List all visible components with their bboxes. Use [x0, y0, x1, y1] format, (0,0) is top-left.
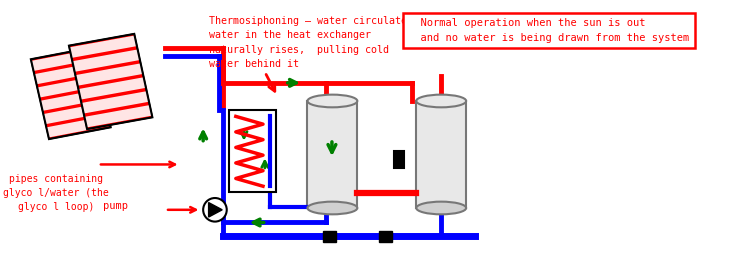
Text: Normal operation when the sun is out
  and no water is being drawn from the syst: Normal operation when the sun is out and… — [408, 18, 690, 43]
Bar — [416, 101, 466, 208]
Ellipse shape — [308, 95, 357, 107]
Text: Thermosiphoning – water circulates in this loop because heated
water in the heat: Thermosiphoning – water circulates in th… — [208, 16, 580, 69]
Ellipse shape — [416, 95, 466, 107]
Polygon shape — [34, 62, 98, 84]
Circle shape — [203, 198, 227, 222]
Polygon shape — [31, 49, 95, 71]
Ellipse shape — [308, 202, 357, 214]
Text: pump: pump — [104, 201, 128, 211]
Bar — [394, 151, 404, 168]
Polygon shape — [79, 77, 146, 100]
Polygon shape — [47, 116, 110, 138]
Ellipse shape — [416, 202, 466, 214]
Polygon shape — [75, 63, 143, 86]
Polygon shape — [72, 49, 140, 72]
Polygon shape — [43, 102, 107, 124]
Polygon shape — [82, 91, 149, 114]
Polygon shape — [69, 34, 152, 129]
Bar — [308, 101, 357, 208]
Polygon shape — [37, 76, 101, 98]
Bar — [379, 231, 391, 242]
Bar — [323, 231, 335, 242]
Text: pipes containing
glyco l/water (the
glyco l loop): pipes containing glyco l/water (the glyc… — [4, 173, 109, 212]
Polygon shape — [40, 89, 104, 111]
Polygon shape — [31, 48, 111, 139]
Bar — [229, 110, 276, 192]
Polygon shape — [85, 105, 152, 127]
Polygon shape — [69, 36, 137, 58]
Polygon shape — [208, 203, 222, 217]
